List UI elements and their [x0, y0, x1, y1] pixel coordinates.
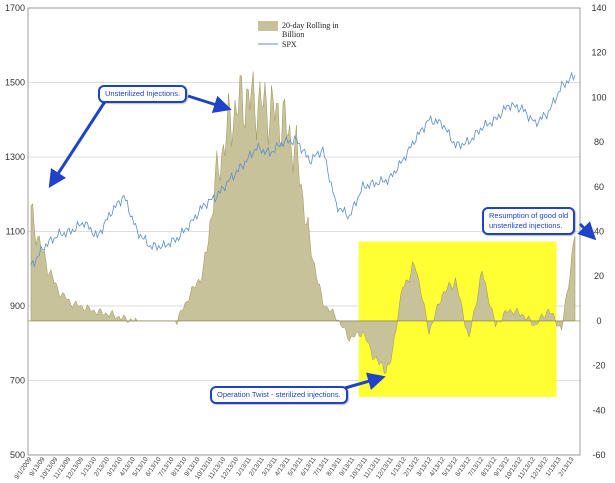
right-tick-label: 60	[594, 182, 604, 192]
left-axis-ticks: 500 700 900 1100 1300 1500 1700	[5, 3, 25, 460]
arrow-unsterilized-right	[187, 94, 232, 113]
left-tick-label: 1500	[5, 78, 25, 88]
spx-line	[30, 71, 576, 268]
x-axis-ticks: 9/1/20099/13/0910/13/0911/13/0912/13/091…	[13, 456, 575, 481]
callout-unsterilized: Unsterilized Injections.	[98, 85, 188, 103]
legend-label-rolling-1: 20-day Rolling in	[282, 21, 338, 30]
left-tick-label: 1700	[5, 3, 25, 13]
left-tick-label: 1300	[5, 152, 25, 162]
rolling-series	[28, 71, 580, 374]
right-tick-label: 80	[594, 137, 604, 147]
arrow-operation-twist	[344, 372, 386, 390]
callout-operation-twist: Operation Twist - sterilized injections.	[210, 386, 348, 404]
rolling-area	[30, 71, 576, 374]
callout-resumption-line1: Resumption of good old	[489, 211, 569, 220]
right-axis-ticks: -60 -40 -20 0 20 40 60 80 100 120 140	[591, 3, 606, 460]
legend-swatch-rolling	[258, 21, 278, 31]
legend: 20-day Rolling in Billion SPX	[258, 21, 338, 49]
right-tick-label: -60	[592, 450, 605, 460]
legend-label-rolling-2: Billion	[282, 30, 304, 39]
right-tick-label: -40	[592, 405, 605, 415]
arrow-unsterilized-left	[48, 99, 108, 189]
annotation-arrows	[48, 94, 597, 390]
right-tick-label: 40	[594, 227, 604, 237]
spx-series	[30, 71, 576, 268]
callout-resumption-line2: unsterilized injections.	[489, 221, 563, 230]
left-tick-label: 700	[10, 376, 25, 386]
legend-label-spx: SPX	[282, 40, 297, 49]
right-tick-label: 20	[594, 271, 604, 281]
right-tick-label: 120	[591, 48, 606, 58]
right-tick-label: 0	[596, 316, 601, 326]
arrow-resumption	[577, 221, 597, 241]
right-tick-label: 140	[591, 3, 606, 13]
left-tick-label: 500	[10, 450, 25, 460]
right-tick-label: 100	[591, 92, 606, 102]
left-tick-label: 1100	[6, 227, 25, 237]
right-tick-label: -20	[592, 361, 605, 371]
callout-resumption: Resumption of good old unsterilized inje…	[482, 207, 576, 235]
left-tick-label: 900	[10, 301, 25, 311]
